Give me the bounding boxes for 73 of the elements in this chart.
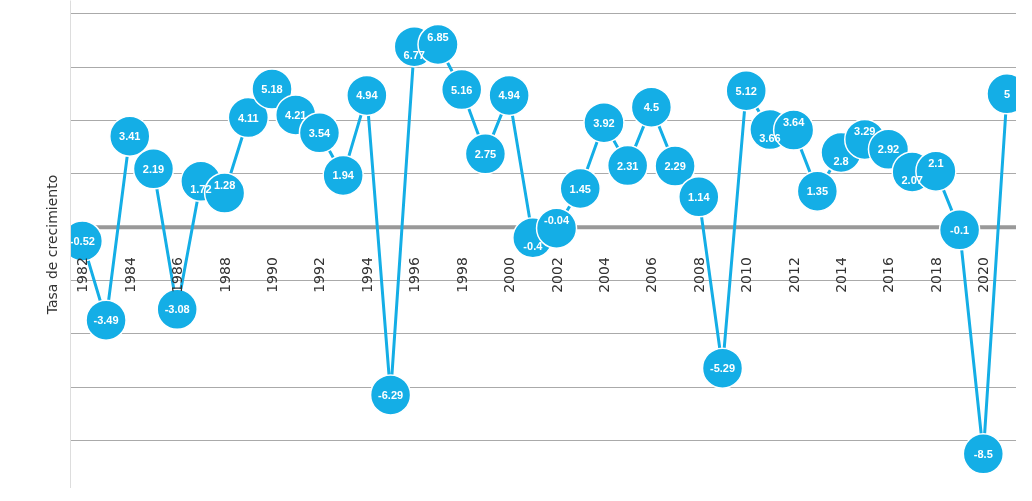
data-label: 5.16	[451, 83, 473, 96]
x-tick-label: 2008	[690, 257, 707, 293]
point	[322, 154, 364, 197]
x-tick-label: 1994	[358, 257, 375, 293]
point	[464, 133, 507, 175]
data-label: 5.12	[735, 84, 757, 97]
point	[725, 69, 767, 112]
data-label: 3.41	[119, 130, 141, 143]
data-label: 1.45	[569, 182, 591, 195]
data-label: -0.4	[523, 239, 544, 252]
x-tick-label: 2002	[548, 257, 565, 293]
x-tick-label: 2016	[880, 257, 897, 293]
x-tick-label: 2000	[501, 257, 518, 293]
point	[559, 167, 601, 210]
point	[488, 74, 530, 117]
point	[938, 209, 981, 251]
data-label: 2.75	[474, 147, 497, 160]
data-label: -8.5	[973, 447, 993, 460]
point	[678, 176, 720, 218]
data-label: -5.29	[709, 362, 736, 375]
data-label: 4.94	[498, 89, 521, 102]
data-label: -3.08	[164, 303, 190, 316]
data-label: 2.1	[928, 157, 944, 170]
point	[630, 86, 673, 128]
point	[583, 101, 625, 144]
point	[962, 433, 1005, 475]
data-label: 3.92	[593, 116, 615, 129]
data-label: 3.54	[308, 126, 332, 139]
x-tick-label: 1982	[74, 257, 91, 293]
y-axis-title: Tasa de crecimiento	[43, 174, 60, 316]
data-label: -3.49	[93, 314, 119, 327]
data-label: 4.94	[356, 89, 379, 102]
x-tick-label: 2006	[643, 257, 660, 293]
data-label: 3.64	[782, 116, 806, 129]
x-tick-label: 1990	[264, 257, 281, 293]
point	[606, 144, 649, 187]
data-label: 1.94	[332, 169, 355, 182]
data-label: 2.31	[616, 159, 639, 172]
x-tick-label: 2020	[975, 257, 992, 293]
data-label: -0.1	[950, 223, 970, 236]
data-label: 1.35	[806, 185, 829, 198]
x-tick-label: 1996	[406, 257, 423, 293]
point	[440, 68, 483, 111]
data-label: 6.85	[427, 30, 449, 43]
point	[346, 74, 388, 117]
data-label: 1.28	[213, 179, 236, 192]
point	[132, 148, 175, 190]
x-tick-label: 1984	[121, 257, 138, 293]
data-label: 3.29	[854, 125, 876, 138]
x-tick-label: 2010	[738, 257, 755, 293]
data-label: 4.21	[285, 108, 307, 121]
data-label: -0.52	[69, 235, 95, 248]
x-tick-label: 2004	[595, 257, 612, 293]
data-label: 2.19	[142, 162, 165, 175]
data-label: 2.8	[833, 154, 849, 167]
x-tick-label: 1998	[453, 257, 470, 293]
x-tick-label: 1986	[169, 257, 186, 293]
data-label: 4.5	[643, 101, 660, 114]
x-tick-label: 1988	[216, 257, 233, 293]
x-tick-label: 2012	[785, 257, 802, 293]
data-label: -6.29	[378, 388, 404, 401]
data-label: 2.92	[877, 143, 900, 156]
x-tick-label: 1992	[311, 257, 328, 293]
data-label: 2.29	[664, 160, 686, 173]
point	[796, 170, 839, 212]
data-label: -0.04	[544, 214, 570, 227]
data-label: 5.18	[261, 83, 283, 96]
point	[109, 115, 151, 157]
x-tick-label: 2018	[927, 257, 944, 293]
data-label: 1.14	[688, 190, 711, 203]
x-tick-label: 2014	[833, 257, 850, 293]
data-label: 5	[1003, 87, 1011, 100]
data-label: 4.11	[237, 111, 259, 124]
